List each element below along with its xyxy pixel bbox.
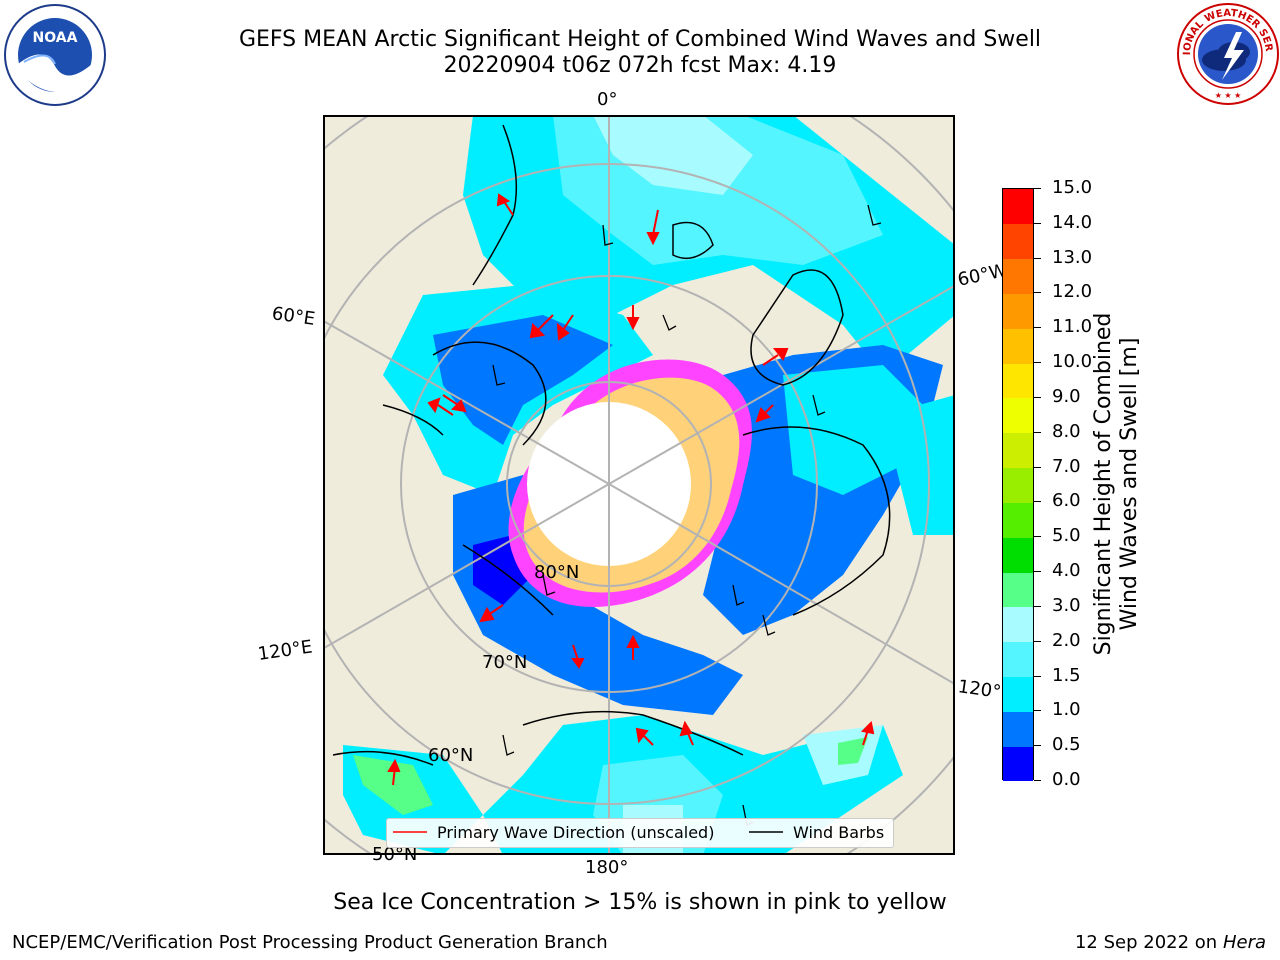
- polar-map: [323, 115, 955, 855]
- legend-wave-line: [393, 831, 427, 833]
- credit-date: 12 Sep 2022 on Hera: [1075, 932, 1266, 953]
- svg-text:★ ★ ★: ★ ★ ★: [1215, 91, 1242, 100]
- colorbar-segment: [1003, 189, 1033, 225]
- map-legend: Primary Wave Direction (unscaled) Wind B…: [386, 818, 894, 848]
- colorbar-segment: [1003, 606, 1033, 643]
- colorbar-segment: [1003, 572, 1033, 608]
- colorbar-tick-mark: [1034, 466, 1041, 468]
- legend-wave-label: Primary Wave Direction (unscaled): [437, 823, 715, 842]
- colorbar-tick-label: 5.0: [1052, 525, 1081, 547]
- credit-date-text: 12 Sep 2022 on: [1074, 932, 1218, 953]
- lat-label-50n: 50°N: [372, 844, 418, 865]
- nws-logo: NATIONAL WEATHER SERVICE ★ ★ ★: [1176, 2, 1279, 105]
- colorbar-tick-label: 14.0: [1052, 211, 1093, 233]
- colorbar-title: Significant Height of Combined Wind Wave…: [1091, 313, 1143, 656]
- colorbar-tick-mark: [1034, 501, 1041, 503]
- colorbar-tick-label: 8.0: [1052, 420, 1081, 442]
- noaa-logo: NOAA: [4, 4, 106, 106]
- colorbar-tick-mark: [1034, 188, 1041, 189]
- coastlines: [332, 124, 891, 766]
- colorbar-tick-label: 15.0: [1052, 177, 1093, 198]
- colorbar: [1002, 188, 1034, 782]
- colorbar-segment: [1003, 397, 1033, 434]
- colorbar-tick-label: 1.0: [1052, 699, 1081, 721]
- colorbar-tick-label: 3.0: [1052, 594, 1081, 616]
- colorbar-tick-mark: [1034, 536, 1041, 538]
- colorbar-segment: [1003, 746, 1033, 782]
- map-border: [323, 115, 955, 855]
- colorbar-tick-label: 12.0: [1052, 281, 1093, 303]
- colorbar-tick-mark: [1034, 605, 1041, 607]
- colorbar-tick-label: 11.0: [1052, 316, 1093, 338]
- colorbar-tick-mark: [1034, 257, 1041, 259]
- colorbar-segment: [1003, 467, 1033, 503]
- credit-branch: NCEP/EMC/Verification Post Processing Pr…: [12, 932, 608, 953]
- lon-label-60e: 60°E: [270, 303, 317, 330]
- colorbar-tick-mark: [1034, 431, 1041, 433]
- lat-label-80n: 80°N: [534, 562, 580, 583]
- wave-arrows: [387, 193, 875, 786]
- colorbar-segment: [1003, 432, 1033, 469]
- colorbar-title-line2: Wind Waves and Swell [m]: [1117, 337, 1142, 631]
- lon-label-60w: 60°W: [955, 259, 1009, 291]
- colorbar-segment: [1003, 258, 1033, 294]
- lon-label-180: 180°: [585, 857, 629, 878]
- lat-label-70n: 70°N: [482, 652, 528, 673]
- colorbar-tick-label: 9.0: [1052, 385, 1081, 407]
- svg-text:NOAA: NOAA: [33, 30, 78, 46]
- legend-barb-line: [749, 831, 783, 833]
- colorbar-tick-mark: [1034, 710, 1041, 712]
- colorbar-tick-label: 13.0: [1052, 246, 1093, 268]
- colorbar-tick-mark: [1034, 327, 1041, 329]
- colorbar-tick-mark: [1034, 396, 1041, 398]
- credit-machine: Hera: [1222, 932, 1266, 953]
- colorbar-tick-label: 1.5: [1052, 664, 1081, 686]
- colorbar-tick-mark: [1034, 292, 1041, 294]
- colorbar-title-line1: Significant Height of Combined: [1091, 312, 1116, 656]
- colorbar-tick-mark: [1034, 640, 1041, 642]
- lat-label-60n: 60°N: [428, 745, 474, 766]
- legend-barb-label: Wind Barbs: [793, 823, 885, 842]
- colorbar-tick-label: 2.0: [1052, 629, 1081, 651]
- colorbar-tick-label: 6.0: [1052, 490, 1081, 512]
- colorbar-segment: [1003, 676, 1033, 712]
- colorbar-tick-label: 7.0: [1052, 455, 1081, 477]
- lon-label-0: 0°: [597, 89, 618, 110]
- colorbar-tick-label: 0.5: [1052, 734, 1081, 756]
- colorbar-tick-label: 10.0: [1052, 351, 1093, 373]
- colorbar-segment: [1003, 502, 1033, 538]
- colorbar-segment: [1003, 223, 1033, 260]
- colorbar-segment: [1003, 363, 1033, 399]
- colorbar-tick-mark: [1034, 222, 1041, 224]
- colorbar-tick-mark: [1034, 745, 1041, 747]
- sea-ice-note: Sea Ice Concentration > 15% is shown in …: [333, 890, 947, 915]
- colorbar-segment: [1003, 641, 1033, 678]
- colorbar-segment: [1003, 293, 1033, 329]
- colorbar-tick-mark: [1034, 780, 1041, 781]
- graticule: [323, 115, 955, 855]
- colorbar-segment: [1003, 711, 1033, 747]
- colorbar-tick-mark: [1034, 675, 1041, 677]
- lon-label-120e: 120°E: [256, 636, 314, 665]
- colorbar-segment: [1003, 537, 1033, 573]
- colorbar-segment: [1003, 328, 1033, 364]
- colorbar-tick-label: 0.0: [1052, 769, 1081, 790]
- forecast-subtitle: 20220904 t06z 072h fcst Max: 4.19: [443, 53, 837, 78]
- colorbar-tick-label: 4.0: [1052, 560, 1081, 582]
- colorbar-tick-mark: [1034, 571, 1041, 573]
- chart-title: GEFS MEAN Arctic Significant Height of C…: [238, 27, 1042, 52]
- colorbar-tick-mark: [1034, 362, 1041, 364]
